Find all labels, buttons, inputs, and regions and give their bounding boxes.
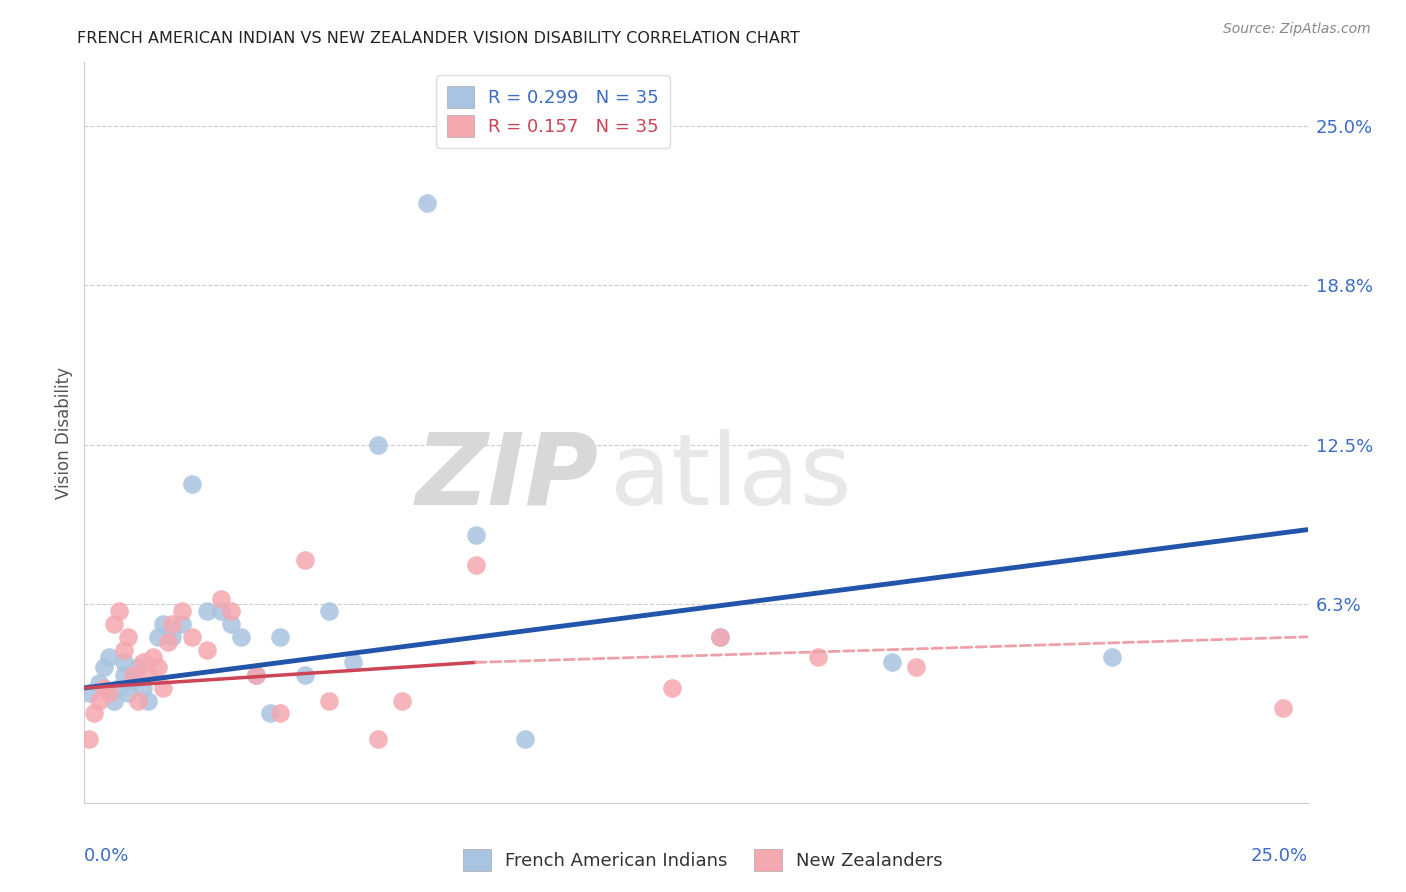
Point [172,604,194,618]
Point [77,731,100,746]
Point [709,630,731,644]
Point [269,706,291,721]
Point [97,686,120,700]
Point [77,686,100,700]
Point [172,617,194,632]
Point [1101,650,1123,665]
Legend: French American Indians, New Zealanders: French American Indians, New Zealanders [456,842,950,879]
Point [464,527,486,541]
Point [152,681,174,695]
Point [318,694,340,708]
Point [87,694,110,708]
Point [93,681,115,695]
Point [245,668,267,682]
Point [807,650,830,665]
Point [117,686,139,700]
Text: Source: ZipAtlas.com: Source: ZipAtlas.com [1223,22,1371,37]
Point [367,438,389,452]
Point [181,476,204,491]
Point [136,668,159,682]
Point [259,706,281,721]
Point [195,604,218,618]
Point [219,617,242,632]
Point [107,604,129,618]
Point [136,694,159,708]
Point [127,660,149,674]
Legend: R = 0.299   N = 35, R = 0.157   N = 35: R = 0.299 N = 35, R = 0.157 N = 35 [436,75,669,148]
Text: atlas: atlas [610,428,852,525]
Point [464,558,486,573]
Point [219,604,242,618]
Point [1272,701,1295,715]
Point [112,656,135,670]
Point [152,617,174,632]
Point [127,694,149,708]
Point [367,731,389,746]
Point [661,681,683,695]
Point [318,604,340,618]
Point [103,694,125,708]
Point [245,668,267,682]
Point [107,681,129,695]
Point [122,668,145,682]
Point [122,673,145,688]
Point [103,617,125,632]
Point [162,630,184,644]
Point [513,731,536,746]
Point [880,656,903,670]
Point [342,656,364,670]
Point [97,650,120,665]
Point [229,630,252,644]
Point [195,642,218,657]
Point [416,195,439,210]
Point [294,553,316,567]
Point [209,604,232,618]
Point [905,660,928,674]
Point [132,656,155,670]
Point [146,630,169,644]
Point [209,591,232,606]
Point [112,642,135,657]
Point [162,617,184,632]
Point [117,630,139,644]
Point [142,650,165,665]
Point [294,668,316,682]
Point [156,635,179,649]
Text: FRENCH AMERICAN INDIAN VS NEW ZEALANDER VISION DISABILITY CORRELATION CHART: FRENCH AMERICAN INDIAN VS NEW ZEALANDER … [77,31,800,46]
Point [181,630,204,644]
Text: 0.0%: 0.0% [84,847,129,865]
Point [709,630,731,644]
Text: ZIP: ZIP [415,428,598,525]
Point [93,660,115,674]
Point [83,706,105,721]
Point [87,675,110,690]
Point [112,668,135,682]
Point [132,681,155,695]
Text: 25.0%: 25.0% [1250,847,1308,865]
Y-axis label: Vision Disability: Vision Disability [55,367,73,499]
Point [269,630,291,644]
Point [391,694,413,708]
Point [146,660,169,674]
